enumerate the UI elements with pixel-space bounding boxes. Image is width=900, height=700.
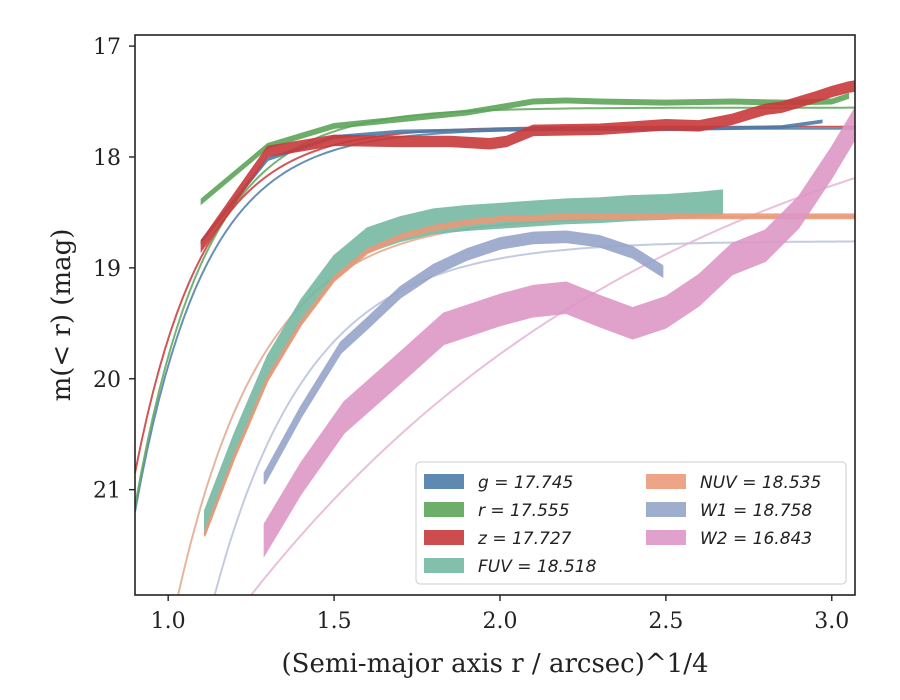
- y-tick-label: 20: [93, 368, 121, 393]
- legend-label: NUV = 18.535: [700, 473, 821, 493]
- plot-frame: [134, 34, 856, 596]
- series-band-1: [200, 92, 850, 206]
- x-tick-label: 3.0: [814, 609, 849, 634]
- y-tick-label: 17: [93, 35, 121, 60]
- x-tick-label: 2.5: [648, 609, 683, 634]
- ticks-layer: 1.0 1.5 2.0 2.5 3.0 17 18 19 20 21: [93, 35, 849, 634]
- legend-label: FUV = 18.518: [478, 557, 597, 577]
- legend-swatch: [646, 502, 686, 517]
- series-band-2: [200, 80, 855, 254]
- series-band-5: [263, 230, 664, 485]
- legend-label: g = 17.745: [478, 473, 573, 493]
- legend-label: z = 17.727: [477, 529, 572, 549]
- legend-swatch: [424, 474, 464, 489]
- x-tick-label: 1.5: [317, 609, 352, 634]
- series-band-6: [263, 106, 855, 558]
- legend-label: W1 = 18.758: [700, 501, 812, 521]
- legend-swatch: [424, 530, 464, 545]
- legend-swatch: [424, 502, 464, 517]
- legend: g = 17.745 r = 17.555 z = 17.727 FUV = 18.5…: [415, 461, 847, 585]
- series-band-4: [203, 213, 855, 537]
- series-band-0: [200, 119, 823, 245]
- y-tick-label: 19: [93, 257, 121, 282]
- y-tick-label: 21: [93, 479, 121, 504]
- legend-box: [415, 461, 847, 585]
- legend-swatch: [646, 474, 686, 489]
- y-axis-label: m(< r) (mag): [47, 229, 77, 402]
- x-tick-label: 1.0: [151, 609, 186, 634]
- legend-swatch: [646, 530, 686, 545]
- legend-swatch: [424, 558, 464, 573]
- series-layer: [135, 80, 855, 595]
- legend-label: W2 = 16.843: [700, 529, 812, 549]
- legend-label: r = 17.555: [478, 501, 570, 521]
- x-axis-label: (Semi-major axis r / arcsec)^1/4: [281, 649, 708, 679]
- y-tick-label: 18: [93, 146, 121, 171]
- x-tick-label: 2.0: [482, 609, 517, 634]
